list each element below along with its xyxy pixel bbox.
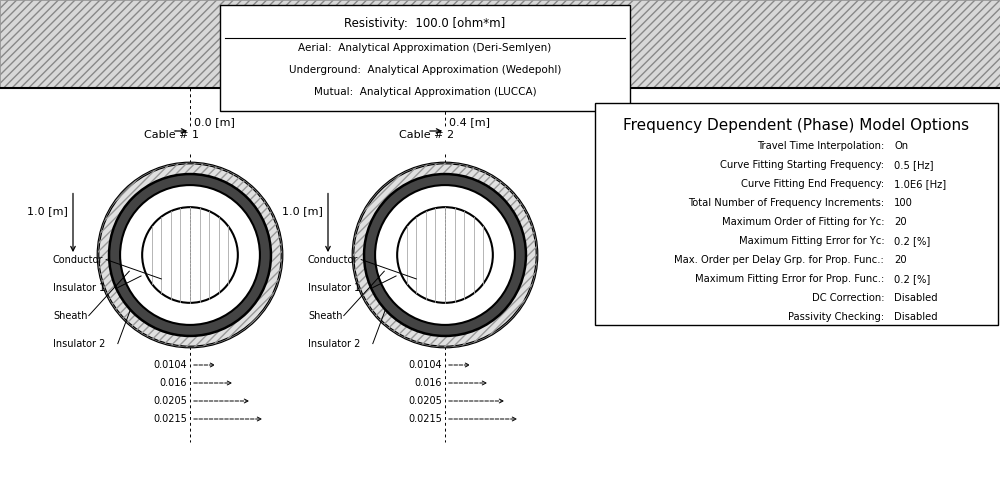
Text: Disabled: Disabled [894,312,938,322]
Text: 1.0E6 [Hz]: 1.0E6 [Hz] [894,179,946,189]
Text: 0.2 [%]: 0.2 [%] [894,236,930,246]
Text: Curve Fitting End Frequency:: Curve Fitting End Frequency: [741,179,884,189]
Text: Conductor: Conductor [53,254,103,265]
Text: 0.016: 0.016 [160,378,187,388]
Text: 20: 20 [894,255,907,265]
Text: 0.0205: 0.0205 [153,396,187,406]
Text: Curve Fitting Starting Frequency:: Curve Fitting Starting Frequency: [720,160,884,170]
Text: Aerial:  Analytical Approximation (Deri-Semlyen): Aerial: Analytical Approximation (Deri-S… [298,43,552,53]
Circle shape [142,207,238,303]
Text: Cable # 1: Cable # 1 [144,130,199,140]
Text: 100: 100 [894,198,913,208]
Text: Insulator 2: Insulator 2 [308,339,360,349]
Circle shape [109,174,271,336]
Circle shape [120,185,260,325]
Text: Underground:  Analytical Approximation (Wedepohl): Underground: Analytical Approximation (W… [289,65,561,75]
Text: DC Correction:: DC Correction: [812,293,884,303]
Text: Sheath: Sheath [53,311,87,320]
Text: 20: 20 [894,217,907,227]
Text: Passivity Checking:: Passivity Checking: [788,312,884,322]
Text: Disabled: Disabled [894,293,938,303]
Text: On: On [894,141,908,151]
Text: 0.0104: 0.0104 [408,360,442,370]
Circle shape [397,207,493,303]
Text: Max. Order per Delay Grp. for Prop. Func.:: Max. Order per Delay Grp. for Prop. Func… [674,255,884,265]
Text: 0.0205: 0.0205 [408,396,442,406]
Text: Frequency Dependent (Phase) Model Options: Frequency Dependent (Phase) Model Option… [623,118,970,133]
Text: 1.0 [m]: 1.0 [m] [282,206,323,216]
Text: Resistivity:  100.0 [ohm*m]: Resistivity: 100.0 [ohm*m] [344,17,506,30]
Text: 0.4 [m]: 0.4 [m] [449,117,490,127]
Text: Cable # 2: Cable # 2 [399,130,454,140]
Circle shape [353,163,537,347]
Circle shape [98,163,282,347]
FancyBboxPatch shape [595,103,998,325]
Text: Insulator 1: Insulator 1 [308,282,360,293]
Text: Insulator 1: Insulator 1 [53,282,105,293]
Text: Maximum Order of Fitting for Yc:: Maximum Order of Fitting for Yc: [722,217,884,227]
Bar [0,0,1000,88]
Text: Sheath: Sheath [308,311,342,320]
Text: Total Number of Frequency Increments:: Total Number of Frequency Increments: [688,198,884,208]
Text: 0.2 [%]: 0.2 [%] [894,274,930,284]
Text: 0.0215: 0.0215 [408,414,442,424]
Text: Maximum Fitting Error for Yc:: Maximum Fitting Error for Yc: [739,236,884,246]
Circle shape [364,174,526,336]
Bar [0,0,1000,88]
Text: 0.5 [Hz]: 0.5 [Hz] [894,160,934,170]
Text: 1.0 [m]: 1.0 [m] [27,206,68,216]
Text: Maximum Fitting Error for Prop. Func.:: Maximum Fitting Error for Prop. Func.: [695,274,884,284]
Circle shape [375,185,515,325]
Text: Mutual:  Analytical Approximation (LUCCA): Mutual: Analytical Approximation (LUCCA) [314,87,536,97]
Text: 0.0 [m]: 0.0 [m] [194,117,235,127]
FancyBboxPatch shape [220,5,630,111]
Text: Insulator 2: Insulator 2 [53,339,105,349]
Text: 0.016: 0.016 [415,378,442,388]
Text: 0.0104: 0.0104 [153,360,187,370]
Text: Travel Time Interpolation:: Travel Time Interpolation: [757,141,884,151]
Text: Conductor: Conductor [308,254,358,265]
Text: 0.0215: 0.0215 [153,414,187,424]
